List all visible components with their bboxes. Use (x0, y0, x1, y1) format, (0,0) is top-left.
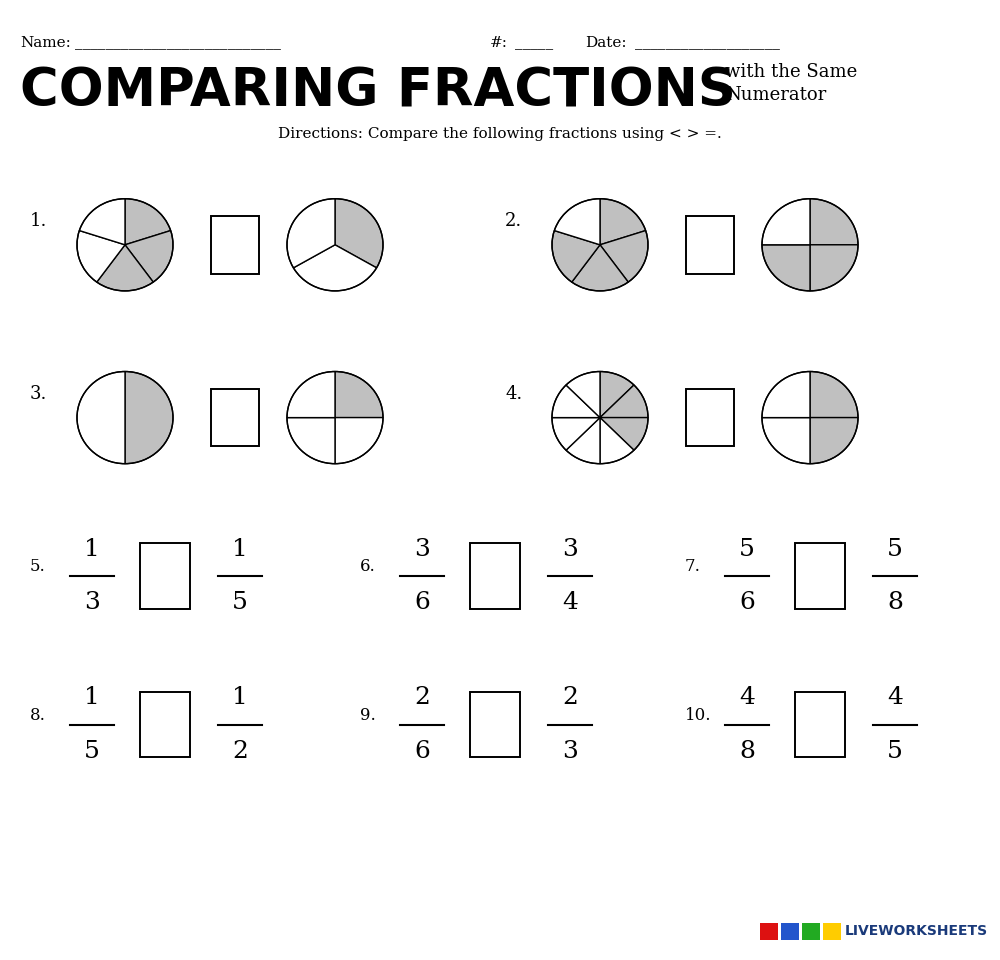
Text: 5: 5 (887, 740, 903, 763)
Wedge shape (600, 372, 634, 418)
Wedge shape (810, 245, 858, 291)
Text: 4: 4 (887, 686, 903, 709)
Wedge shape (287, 199, 335, 268)
Text: Directions: Compare the following fractions using < > =.: Directions: Compare the following fracti… (278, 128, 722, 141)
Text: 2: 2 (414, 686, 430, 709)
Wedge shape (600, 418, 634, 464)
Wedge shape (79, 199, 125, 245)
Text: #:: #: (490, 36, 508, 50)
Text: 5: 5 (84, 740, 100, 763)
Wedge shape (600, 199, 646, 245)
Text: 6: 6 (739, 591, 755, 614)
Wedge shape (762, 199, 810, 245)
Wedge shape (125, 230, 173, 282)
Wedge shape (566, 418, 600, 464)
Text: 6: 6 (414, 740, 430, 763)
Text: 1: 1 (84, 686, 100, 709)
Text: 3: 3 (562, 538, 578, 561)
Wedge shape (762, 372, 810, 418)
Wedge shape (287, 418, 335, 464)
Wedge shape (335, 199, 383, 268)
Bar (140, 543, 190, 609)
Text: 2.: 2. (505, 212, 522, 229)
Wedge shape (97, 245, 153, 291)
Text: Date:: Date: (585, 36, 627, 50)
Text: 1: 1 (232, 686, 248, 709)
Wedge shape (77, 230, 125, 282)
Text: 1.: 1. (30, 212, 47, 229)
Text: LIVEWORKSHEETS: LIVEWORKSHEETS (845, 924, 988, 938)
Text: 4.: 4. (505, 385, 522, 402)
Bar (686, 389, 734, 446)
Bar (802, 923, 820, 940)
Text: 6.: 6. (360, 558, 376, 575)
Text: Name:: Name: (20, 36, 71, 50)
Text: 8: 8 (739, 740, 755, 763)
Wedge shape (810, 418, 858, 464)
Text: 8.: 8. (30, 707, 46, 724)
Wedge shape (810, 199, 858, 245)
Text: _____: _____ (515, 36, 553, 50)
Bar (140, 692, 190, 757)
Bar (470, 543, 520, 609)
Bar (211, 389, 259, 446)
Text: 6: 6 (414, 591, 430, 614)
Wedge shape (293, 245, 377, 291)
Text: 2: 2 (562, 686, 578, 709)
Bar (823, 923, 841, 940)
Wedge shape (600, 418, 648, 450)
Text: 3: 3 (414, 538, 430, 561)
Bar (781, 923, 799, 940)
Text: 5.: 5. (30, 558, 46, 575)
Text: 3.: 3. (30, 385, 47, 402)
Text: 9.: 9. (360, 707, 376, 724)
Wedge shape (600, 385, 648, 418)
Bar (470, 692, 520, 757)
Text: 5: 5 (887, 538, 903, 561)
Wedge shape (287, 372, 335, 418)
Wedge shape (552, 418, 600, 450)
Wedge shape (552, 230, 600, 282)
Text: 3: 3 (84, 591, 100, 614)
Text: 5: 5 (232, 591, 248, 614)
Text: 4: 4 (562, 591, 578, 614)
Bar (211, 216, 259, 274)
Text: with the Same
Numerator: with the Same Numerator (725, 62, 857, 105)
Wedge shape (600, 230, 648, 282)
Text: ___________________: ___________________ (635, 36, 780, 50)
Bar (795, 692, 845, 757)
Bar (795, 543, 845, 609)
Text: 10.: 10. (685, 707, 712, 724)
Bar (686, 216, 734, 274)
Text: 2: 2 (232, 740, 248, 763)
Text: ___________________________: ___________________________ (75, 36, 281, 50)
Wedge shape (552, 385, 600, 418)
Wedge shape (572, 245, 628, 291)
Bar (760, 923, 778, 940)
Wedge shape (335, 418, 383, 464)
Wedge shape (125, 372, 173, 464)
Text: 1: 1 (84, 538, 100, 561)
Wedge shape (762, 245, 810, 291)
Text: 4: 4 (739, 686, 755, 709)
Text: 3: 3 (562, 740, 578, 763)
Wedge shape (335, 372, 383, 418)
Text: 7.: 7. (685, 558, 701, 575)
Wedge shape (77, 372, 125, 464)
Text: COMPARING FRACTIONS: COMPARING FRACTIONS (20, 65, 736, 117)
Wedge shape (125, 199, 171, 245)
Wedge shape (554, 199, 600, 245)
Wedge shape (566, 372, 600, 418)
Text: 8: 8 (887, 591, 903, 614)
Text: 1: 1 (232, 538, 248, 561)
Wedge shape (810, 372, 858, 418)
Wedge shape (762, 418, 810, 464)
Text: 5: 5 (739, 538, 755, 561)
